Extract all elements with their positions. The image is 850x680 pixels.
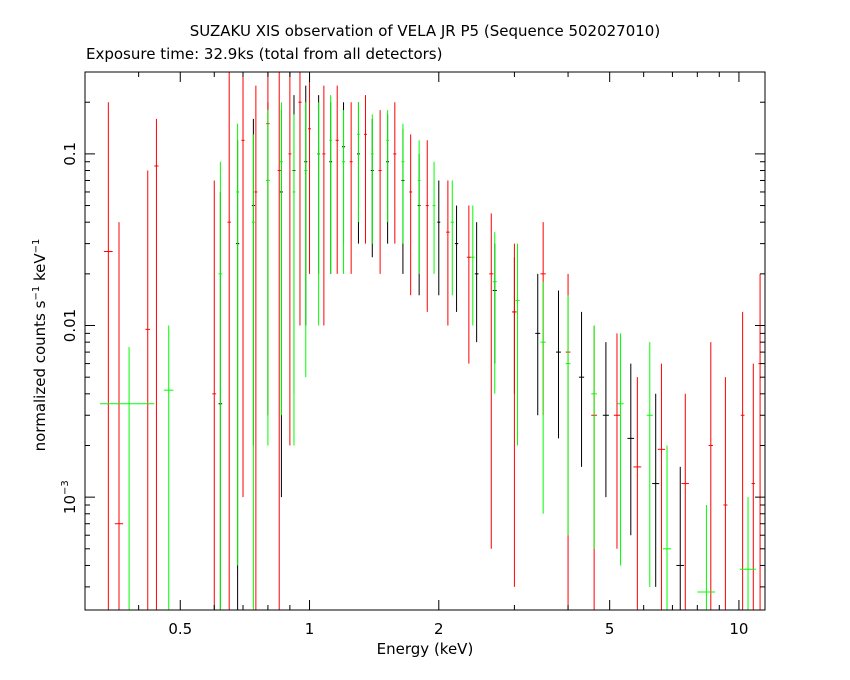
data-point: [633, 377, 642, 610]
x-tick-label: 1: [305, 620, 315, 638]
data-point: [335, 85, 339, 274]
data-point: [740, 311, 745, 610]
y-axis-label: normalized counts s−1 keV−1: [31, 238, 49, 452]
data-point: [154, 118, 159, 610]
data-point: [363, 95, 368, 244]
data-point: [292, 114, 296, 446]
data-point: [386, 110, 390, 223]
y-tick-label: 10−3: [60, 480, 79, 514]
x-axis-label: Energy (keV): [376, 640, 474, 658]
data-point: [708, 342, 713, 610]
data-point: [466, 205, 471, 364]
data-point: [535, 273, 541, 416]
data-point: [212, 180, 217, 610]
data-point: [304, 102, 308, 378]
x-tick-label: 2: [434, 620, 444, 638]
data-point: [99, 346, 155, 610]
y-tick-label: 0.01: [61, 309, 79, 342]
data-point: [662, 445, 672, 610]
x-tick-label: 10: [729, 620, 748, 638]
data-point: [627, 363, 635, 536]
data-point: [251, 134, 255, 610]
data-point: [751, 363, 756, 610]
data-point: [393, 102, 397, 244]
data-point: [470, 205, 475, 326]
data-point: [758, 273, 762, 610]
data-layer: [99, 72, 762, 610]
data-point: [591, 325, 597, 549]
data-point: [578, 311, 585, 467]
ticks: [84, 72, 765, 610]
series-0: [218, 85, 685, 610]
data-point: [489, 213, 494, 549]
data-point: [329, 95, 333, 274]
data-point: [676, 466, 685, 610]
x-tick-label: 0.5: [168, 620, 192, 638]
data-point: [446, 180, 450, 326]
data-point: [370, 114, 374, 244]
data-point: [279, 102, 283, 416]
data-point: [454, 205, 459, 312]
data-point: [218, 161, 223, 610]
data-point: [425, 140, 429, 312]
plot-frame: [84, 71, 766, 611]
data-point: [357, 102, 360, 223]
chart-title: SUZAKU XIS observation of VELA JR P5 (Se…: [189, 22, 661, 40]
data-point: [254, 85, 258, 610]
series-2: [99, 95, 756, 610]
data-point: [515, 243, 520, 446]
data-point: [308, 72, 312, 274]
data-point: [322, 85, 326, 326]
data-point: [409, 134, 413, 296]
tick-layer: 0.5 1 2 5 10 10−3 0.01 0.1: [60, 72, 765, 638]
data-point: [739, 497, 756, 610]
data-point: [565, 295, 571, 536]
data-point: [602, 342, 609, 498]
data-point: [277, 72, 281, 610]
data-point: [657, 363, 666, 610]
data-point: [432, 161, 436, 274]
data-point: [652, 393, 660, 587]
data-point: [103, 102, 113, 610]
data-point: [114, 222, 124, 610]
data-point: [617, 333, 624, 566]
data-point: [241, 72, 245, 498]
data-point: [681, 393, 689, 610]
chart-subtitle: Exposure time: 32.9ks (total from all de…: [86, 45, 443, 63]
data-point: [646, 342, 653, 587]
data-point: [341, 110, 346, 274]
data-point: [417, 140, 421, 274]
data-point: [474, 222, 479, 343]
data-point: [235, 123, 240, 566]
y-tick-label: 0.1: [61, 142, 79, 166]
data-point: [266, 110, 270, 446]
data-point: [613, 333, 621, 549]
data-point: [450, 180, 455, 296]
data-point: [145, 170, 150, 610]
data-point: [378, 110, 382, 274]
data-point: [492, 232, 497, 394]
data-point: [163, 325, 174, 610]
data-point: [437, 180, 441, 296]
data-point: [288, 72, 292, 446]
data-point: [227, 72, 231, 610]
data-point: [540, 281, 546, 514]
series-1: [103, 72, 762, 610]
data-point: [298, 72, 302, 326]
x-tick-label: 5: [605, 620, 615, 638]
data-point: [723, 377, 728, 610]
data-point: [697, 504, 716, 610]
data-point: [317, 102, 321, 326]
data-point: [556, 290, 561, 439]
data-point: [512, 243, 517, 587]
data-point: [401, 123, 405, 244]
data-point: [349, 102, 353, 274]
